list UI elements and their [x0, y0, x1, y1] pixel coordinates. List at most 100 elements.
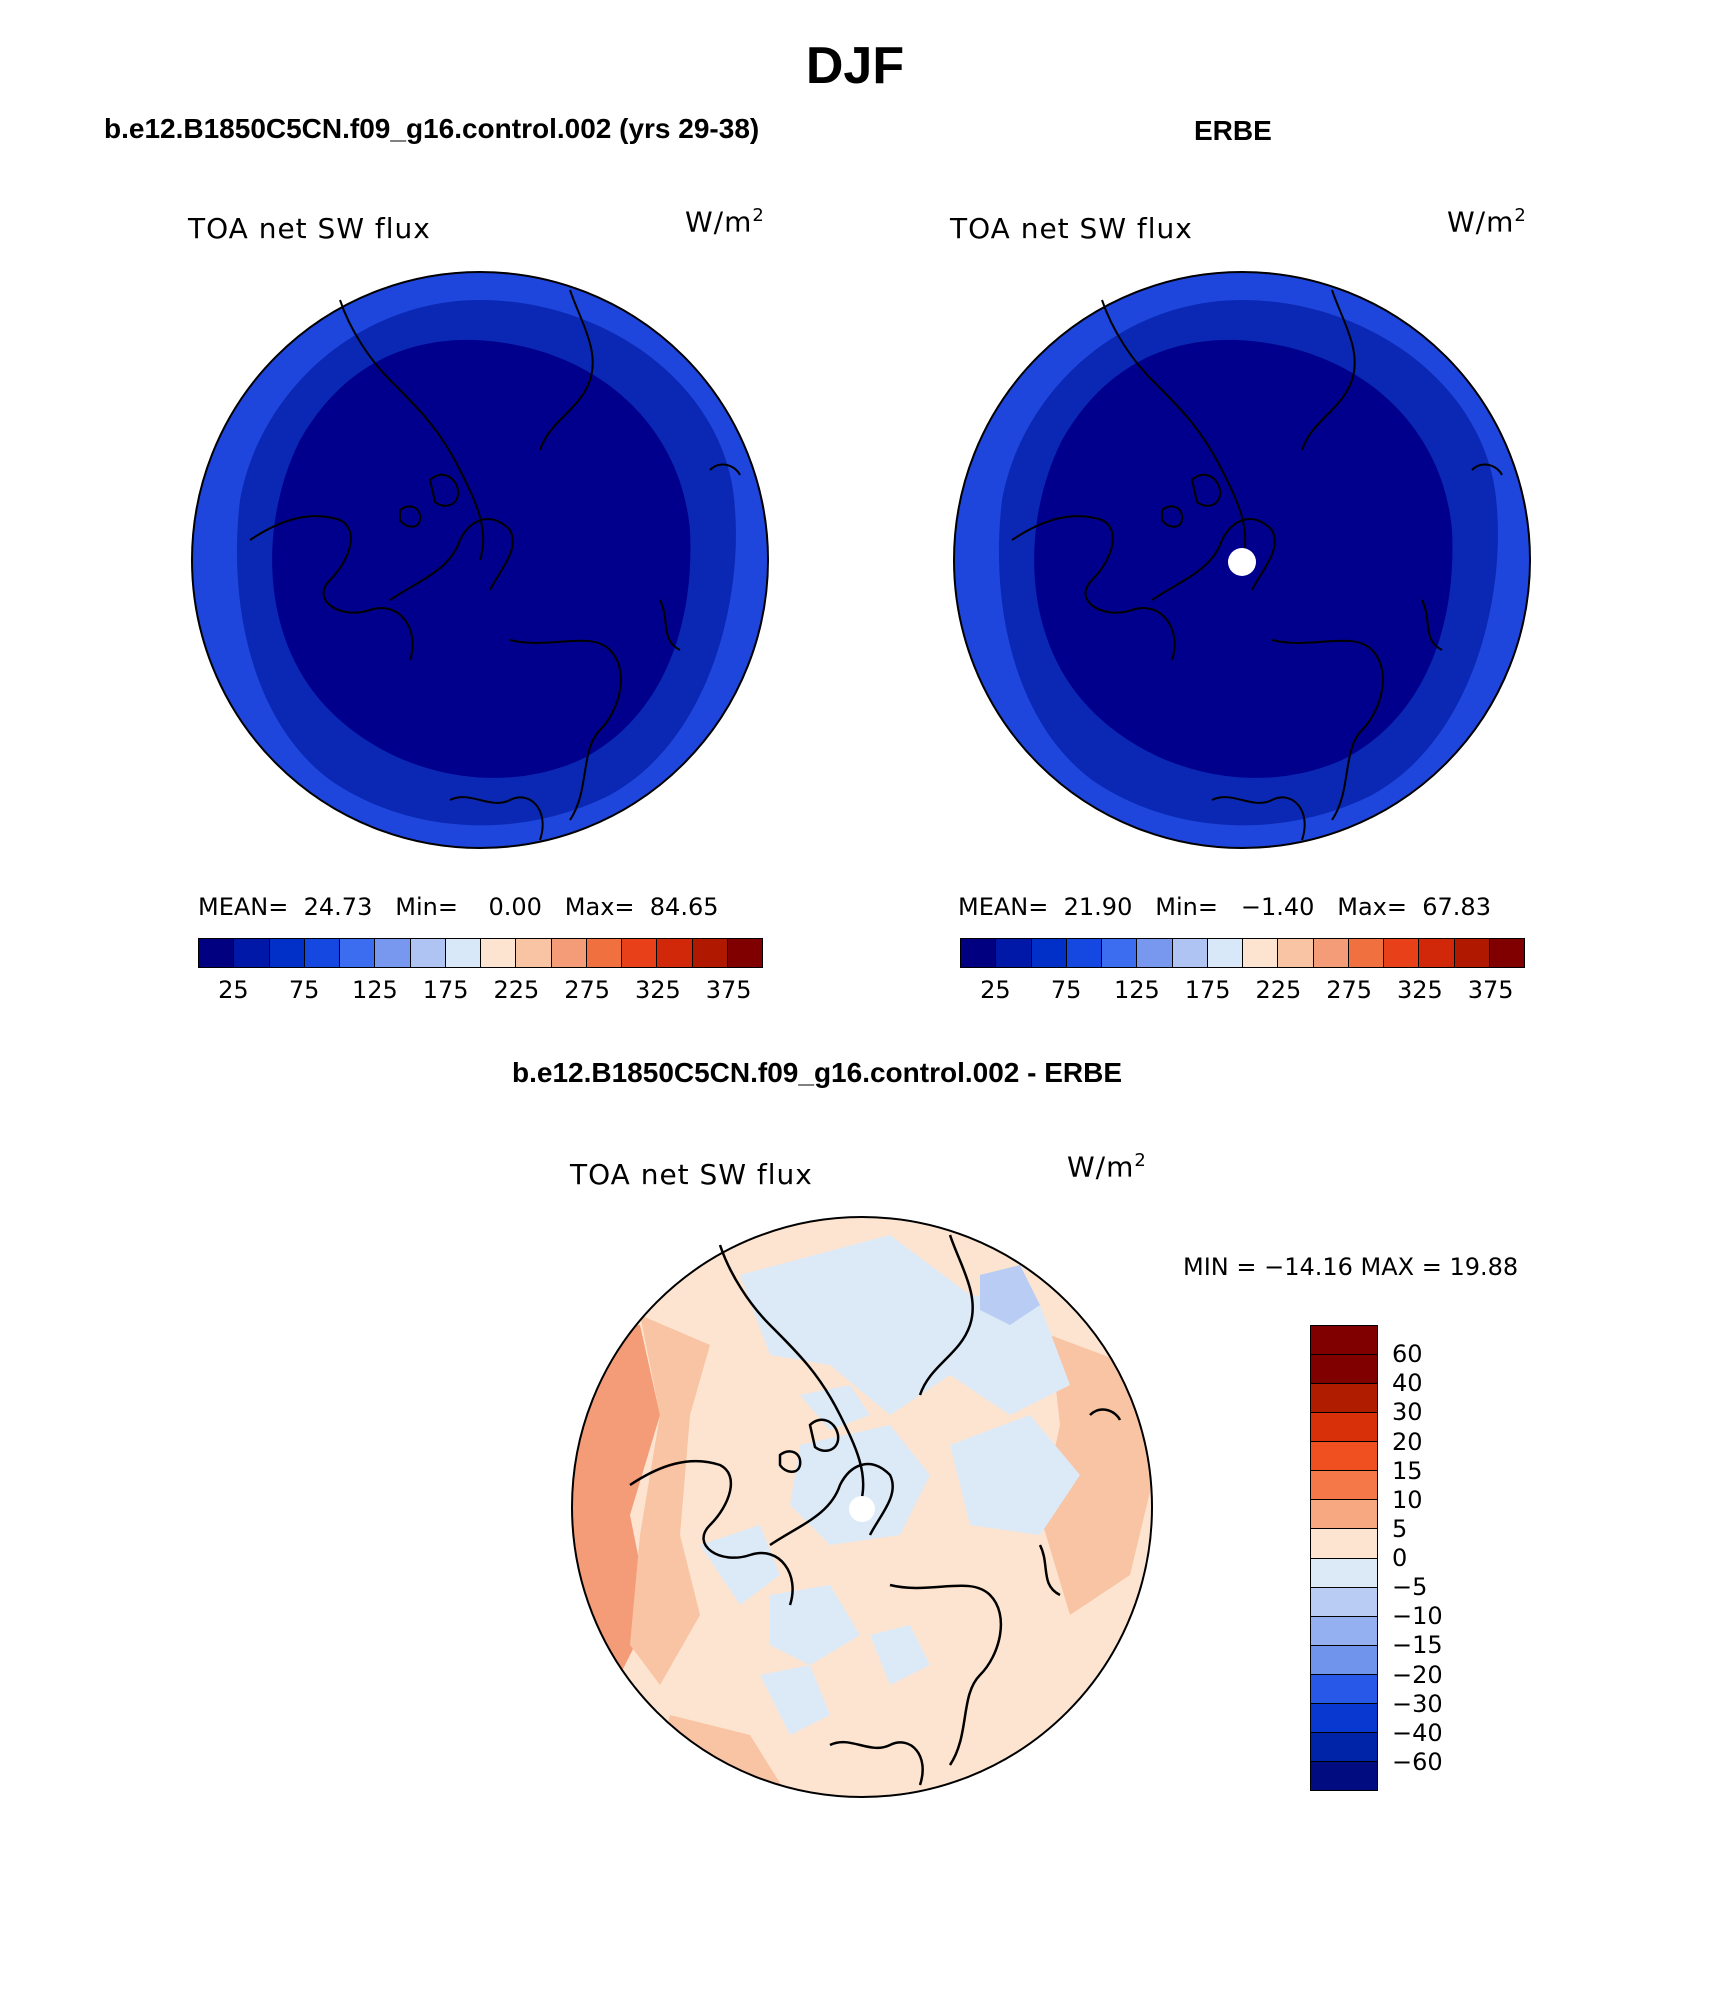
colorbar-tick-label: 275 [1326, 976, 1373, 1004]
colorbar-box [1243, 939, 1279, 967]
diff-panel-title: b.e12.B1850C5CN.f09_g16.control.002 - ER… [512, 1057, 1123, 1088]
colorbar-box [1311, 1674, 1377, 1704]
colorbar-tick-label: −5 [1392, 1573, 1428, 1602]
obs-missing-data-pole [1228, 548, 1256, 576]
model-panel-title: b.e12.B1850C5CN.f09_g16.control.002 (yrs… [104, 113, 760, 144]
diff-missing-data-pole [849, 1496, 875, 1522]
colorbar-box [199, 939, 235, 967]
colorbar-box [1311, 1442, 1377, 1472]
colorbar-box [410, 939, 446, 967]
obs-variable-label: TOA net SW flux [950, 212, 1193, 245]
colorbar-box [1311, 1616, 1377, 1646]
model-units-label: W/m2 [685, 205, 765, 239]
colorbar-box [1311, 1413, 1377, 1443]
diff-positive-region [630, 1315, 710, 1685]
colorbar-box [445, 939, 481, 967]
colorbar-tick-label: 325 [634, 976, 681, 1004]
colorbar-tick-label: 60 [1392, 1340, 1423, 1369]
colorbar-tick-label: −15 [1392, 1631, 1443, 1660]
colorbar-tick-label: 375 [705, 976, 752, 1004]
colorbar-tick-label: 75 [1050, 976, 1082, 1004]
obs-coastlines [1011, 289, 1503, 841]
colorbar-box [1172, 939, 1208, 967]
colorbar-box [1419, 939, 1455, 967]
colorbar-box [996, 939, 1032, 967]
colorbar-box [1278, 939, 1314, 967]
colorbar-tick-label: 0 [1392, 1544, 1408, 1572]
diff-coastlines [629, 1234, 1122, 1786]
obs-polar-map [953, 271, 1531, 849]
colorbar-tick-label: 20 [1392, 1427, 1423, 1456]
colorbar-tick-label: 275 [564, 976, 611, 1004]
diff-negative-region [700, 1525, 780, 1605]
model-map-border [191, 271, 769, 849]
figure-title: DJF [805, 37, 905, 95]
diff-negative-region [870, 1625, 930, 1685]
colorbar-box [1311, 1326, 1377, 1356]
diff-negative-region [770, 1585, 860, 1665]
obs-map-border [953, 271, 1531, 849]
colorbar-tick-label: 225 [493, 976, 540, 1004]
colorbar-box [1311, 1703, 1377, 1733]
colorbar-box [1311, 1529, 1377, 1559]
colorbar-box [586, 939, 622, 967]
colorbar-box [481, 939, 517, 967]
colorbar-tick-label: −10 [1392, 1602, 1443, 1631]
colorbar-tick-label: 30 [1392, 1398, 1423, 1427]
colorbar-tick-label: 175 [1184, 976, 1231, 1004]
colorbar-box [1489, 939, 1524, 967]
colorbar-box [1348, 939, 1384, 967]
colorbar-tick-label: 15 [1392, 1456, 1423, 1485]
diff-positive-region [1040, 1335, 1152, 1615]
model-colorbar-ticks: 25 75 125 175 225 275 325 375 [198, 976, 764, 1006]
colorbar-box [1311, 1761, 1377, 1790]
colorbar-box [375, 939, 411, 967]
diff-variable-label: TOA net SW flux [570, 1158, 813, 1191]
colorbar-box [1384, 939, 1420, 967]
obs-colorbar [960, 938, 1525, 968]
diff-negative-region [950, 1415, 1080, 1535]
colorbar-box [1311, 1558, 1377, 1588]
diff-minmax: MIN = −14.16 MAX = 19.88 [1183, 1253, 1519, 1281]
colorbar-box [692, 939, 728, 967]
colorbar-box [622, 939, 658, 967]
colorbar-tick-label: 10 [1392, 1485, 1423, 1514]
diff-map-border [571, 1216, 1153, 1798]
diff-units-label: W/m2 [1067, 1150, 1147, 1184]
colorbar-tick-label: −30 [1392, 1689, 1443, 1718]
colorbar-box [1207, 939, 1243, 967]
colorbar-box [304, 939, 340, 967]
colorbar-tick-label: 75 [288, 976, 320, 1004]
colorbar-box [551, 939, 587, 967]
colorbar-tick-label: 375 [1467, 976, 1514, 1004]
colorbar-tick-label: 125 [1113, 976, 1160, 1004]
colorbar-box [1313, 939, 1349, 967]
diff-negative-strong-region [980, 1265, 1040, 1325]
colorbar-box [657, 939, 693, 967]
obs-stats: MEAN= 21.90 Min= −1.40 Max= 67.83 [958, 893, 1491, 921]
diff-colorbar-ticks: 60 40 30 20 15 10 5 0 −5 −10 −15 −20 −30 −40 −60 [1392, 1325, 1472, 1791]
colorbar-tick-label: 40 [1392, 1369, 1423, 1398]
colorbar-box [1066, 939, 1102, 967]
obs-panel-title: ERBE [1194, 115, 1272, 146]
colorbar-box [1137, 939, 1173, 967]
obs-units-label: W/m2 [1447, 205, 1527, 239]
colorbar-tick-label: −60 [1392, 1747, 1443, 1776]
colorbar-box [961, 939, 997, 967]
colorbar-box [516, 939, 552, 967]
colorbar-tick-label: 25 [218, 976, 249, 1004]
diff-colorbar [1310, 1325, 1378, 1791]
colorbar-box [1311, 1645, 1377, 1675]
colorbar-box [1102, 939, 1138, 967]
colorbar-tick-label: 225 [1255, 976, 1302, 1004]
colorbar-tick-label: 175 [422, 976, 469, 1004]
colorbar-box [269, 939, 305, 967]
colorbar-box [1311, 1587, 1377, 1617]
colorbar-tick-label: 125 [351, 976, 398, 1004]
diff-negative-region [740, 1235, 1070, 1415]
diff-polar-map [571, 1216, 1153, 1798]
colorbar-box [1454, 939, 1490, 967]
diff-negative-region [790, 1425, 930, 1545]
colorbar-tick-label: 325 [1396, 976, 1443, 1004]
colorbar-box [340, 939, 376, 967]
